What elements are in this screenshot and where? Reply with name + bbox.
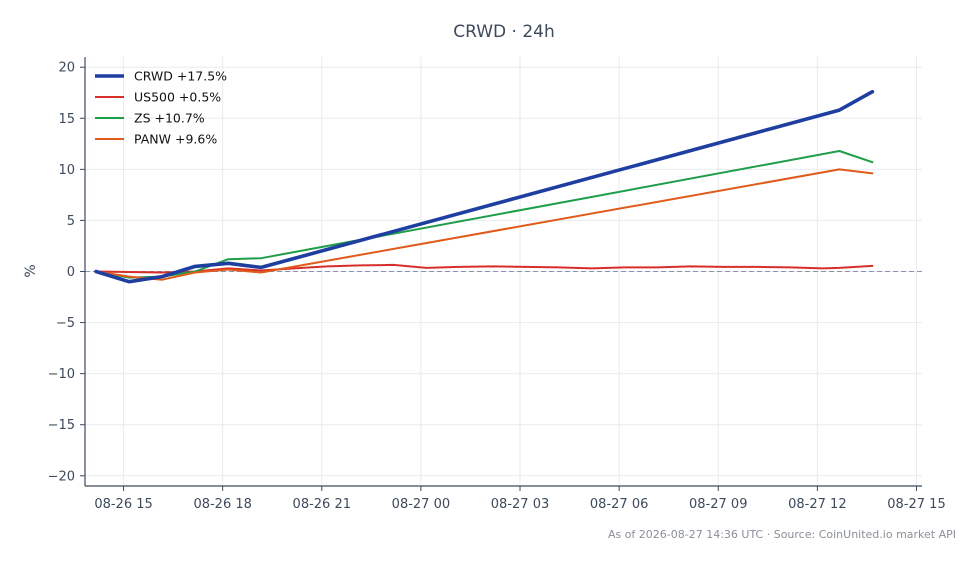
x-tick-label: 08-26 18	[193, 497, 251, 512]
footer-source: As of 2026-08-27 14:36 UTC · Source: Coi…	[608, 528, 956, 541]
y-tick-label: −20	[48, 469, 75, 484]
legend: CRWD +17.5% US500 +0.5% ZS +10.7% PANW +9.6…	[95, 69, 227, 147]
y-tick-labels: −20 −15 −10 −5 0 5 10 15 20	[48, 61, 85, 484]
series-line-1	[94, 89, 875, 284]
x-tick-labels: 08-26 15 08-26 18 08-26 21 08-27 00 08-27 03…	[94, 486, 946, 512]
y-tick-label: −5	[56, 316, 75, 331]
x-tick-label: 08-27 15	[887, 497, 945, 512]
x-tick-label: 08-27 06	[590, 497, 648, 512]
x-tick-label: 08-27 09	[689, 497, 747, 512]
x-tick-label: 08-26 15	[94, 497, 152, 512]
y-tick-label: 5	[67, 214, 75, 229]
x-tick-label: 08-27 03	[491, 497, 549, 512]
series-line-3	[95, 150, 874, 279]
y-tick-label: −15	[48, 418, 75, 433]
legend-label-4: PANW +9.6%	[134, 132, 217, 147]
y-axis-label: %	[23, 264, 39, 277]
series-line-4	[95, 168, 874, 281]
y-tick-label: −10	[48, 367, 75, 382]
y-tick-label: 10	[58, 163, 75, 178]
legend-label-1: CRWD +17.5%	[134, 69, 227, 84]
y-tick-label: 15	[58, 112, 75, 127]
chart-title: CRWD · 24h	[453, 22, 555, 42]
series-line-2	[95, 263, 874, 274]
legend-label-3: ZS +10.7%	[134, 111, 205, 126]
legend-label-2: US500 +0.5%	[134, 90, 221, 105]
x-tick-label: 08-27 00	[392, 497, 450, 512]
y-tick-label: 0	[67, 265, 75, 280]
x-tick-label: 08-26 21	[293, 497, 351, 512]
y-tick-label: 20	[58, 61, 75, 76]
series-lines	[94, 89, 875, 284]
x-tick-label: 08-27 12	[788, 497, 846, 512]
